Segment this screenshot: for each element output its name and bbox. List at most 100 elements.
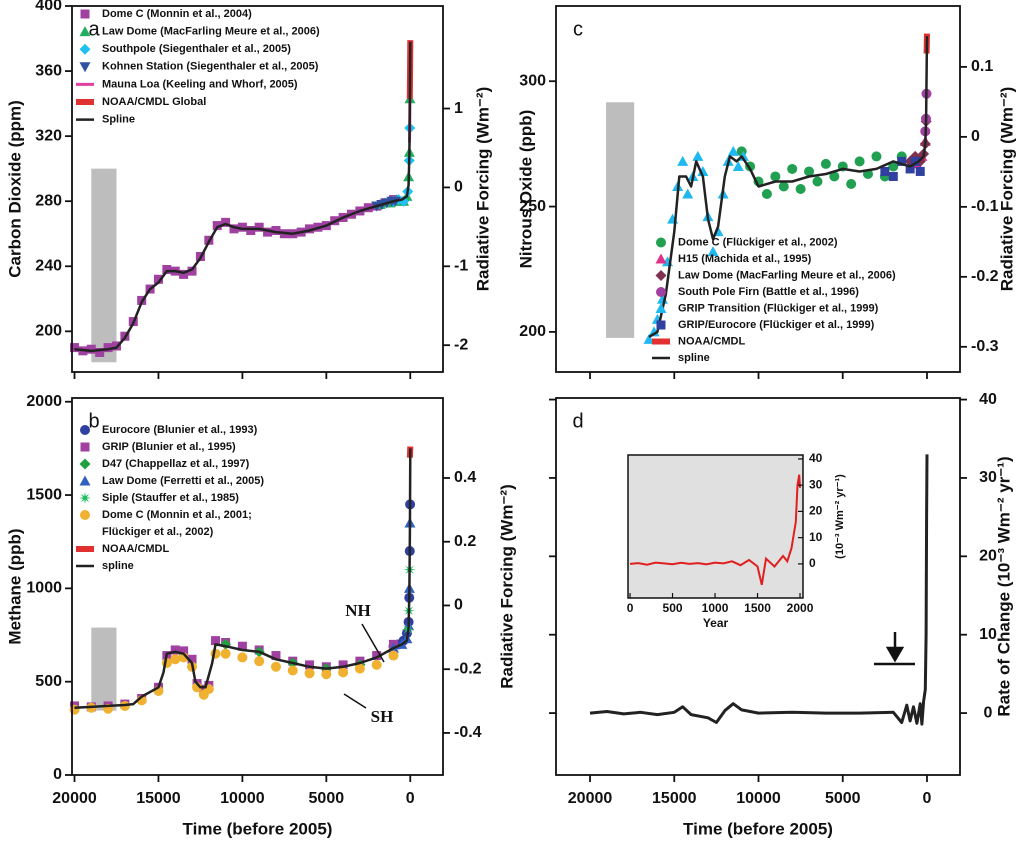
annotation-leader [343, 693, 367, 709]
panel-label: d [572, 410, 583, 432]
y-axis-label: Methane (ppb) [5, 528, 24, 644]
legend-label: NOAA/CMDL [678, 335, 745, 347]
y-tick-label: 20 [979, 548, 997, 565]
data-point [103, 343, 113, 353]
data-point [804, 166, 815, 177]
panel-label: b [88, 410, 99, 432]
legend-marker [656, 320, 666, 330]
legend-marker [655, 303, 667, 313]
data-point [727, 145, 739, 156]
data-point [643, 333, 655, 344]
arrow-marker [874, 632, 915, 666]
data-point [220, 648, 231, 659]
data-point [677, 155, 689, 166]
y-tick-label: 40 [979, 391, 997, 408]
x-tick-label: 10000 [736, 790, 781, 807]
data-point [199, 684, 209, 694]
data-point [732, 160, 744, 171]
plot-frame [71, 397, 444, 776]
data-point [305, 660, 315, 670]
plot-frame [71, 5, 444, 373]
legend-label: Dome C (Monnin et al., 2001; Flückiger et… [102, 509, 252, 538]
inset-y-tick-label: 40 [809, 451, 823, 465]
data-point [354, 663, 365, 674]
y-tick-label: 0 [53, 766, 62, 783]
data-point [372, 651, 382, 661]
data-point [187, 654, 197, 664]
data-point [305, 224, 315, 234]
inset-y-tick-label: 30 [809, 477, 823, 491]
data-point [338, 660, 348, 670]
data-point [270, 661, 281, 672]
inset-x-tick-label: 2000 [787, 601, 814, 615]
y2-tick-label: -2 [454, 336, 468, 353]
data-point [162, 265, 172, 275]
data-point [846, 178, 857, 189]
data-point [170, 654, 181, 665]
legend-label: D47 (Chappellaz et al., 1997) [102, 458, 250, 470]
data-point [388, 650, 399, 661]
inset-x-label: Year [703, 616, 729, 630]
x-tick-label: 5000 [825, 790, 861, 807]
shaded-range [91, 627, 117, 711]
y2-tick-label: 0.1 [971, 58, 993, 75]
data-point [229, 224, 239, 234]
y2-axis-label: Radiative Forcing (Wm⁻²) [497, 484, 516, 688]
y-tick-label: 300 [519, 72, 546, 89]
legend-marker [79, 26, 91, 37]
legend-label: Dome C (Flückiger et al., 2002) [678, 236, 838, 248]
data-point [371, 659, 382, 670]
data-point [179, 646, 189, 656]
data-point [697, 165, 709, 176]
panel-label: c [573, 18, 583, 40]
data-point [829, 171, 840, 182]
x-axis-label: Time (before 2005) [183, 819, 333, 838]
inset-line [629, 474, 801, 586]
data-point [287, 665, 298, 676]
data-point [170, 645, 180, 655]
legend-marker [656, 287, 666, 297]
x-tick-label: 10000 [220, 790, 265, 807]
y-tick-label: 200 [519, 323, 546, 340]
data-point [246, 225, 256, 235]
data-point [682, 188, 694, 199]
x-tick-label: 20000 [52, 790, 97, 807]
series-line [648, 36, 929, 338]
legend-label: Eurocore (Blunier et al., 1993) [102, 424, 258, 436]
data-point [338, 667, 349, 678]
legend-label: NOAA/CMDL [102, 543, 169, 555]
data-point [263, 227, 273, 237]
legend-label: GRIP (Blunier et al., 1995) [102, 441, 236, 453]
y2-tick-label: -1 [454, 258, 468, 275]
y-tick-label: 200 [35, 323, 62, 340]
shaded-range [91, 168, 117, 363]
data-point [761, 189, 772, 200]
legend-label: GRIP/Eurocore (Flückiger et al., 1999) [678, 319, 875, 331]
y2-tick-label: 0.2 [454, 533, 476, 550]
legend-label: Law Dome (MacFarling Meure et al., 2006) [102, 26, 320, 38]
y2-tick-label: 0 [454, 597, 463, 614]
legend-label: spline [102, 560, 134, 572]
legend-marker [80, 510, 90, 520]
x-tick-label: 15000 [652, 790, 697, 807]
series-line [589, 454, 929, 726]
inset-y-tick-label: 0 [809, 556, 816, 570]
y2-axis-label: Radiative Forcing (Wm⁻²) [997, 87, 1016, 291]
data-point [707, 246, 719, 257]
legend-label: spline [678, 352, 710, 364]
data-point [237, 641, 247, 651]
data-point [897, 156, 907, 166]
legend-label: H15 (Machida et al., 1995) [678, 253, 812, 265]
annotation: NH [345, 601, 371, 620]
y-tick-label: 400 [35, 0, 62, 14]
data-point [254, 656, 265, 667]
data-point [321, 669, 332, 680]
legend-marker [79, 62, 91, 73]
series-line [74, 41, 412, 353]
legend-marker [655, 270, 667, 281]
inset-y-tick-label: 10 [809, 530, 823, 544]
data-point [304, 668, 315, 679]
legend-label: GRIP Transition (Flückiger et al., 1999) [678, 302, 879, 314]
panel-label: a [88, 18, 100, 40]
